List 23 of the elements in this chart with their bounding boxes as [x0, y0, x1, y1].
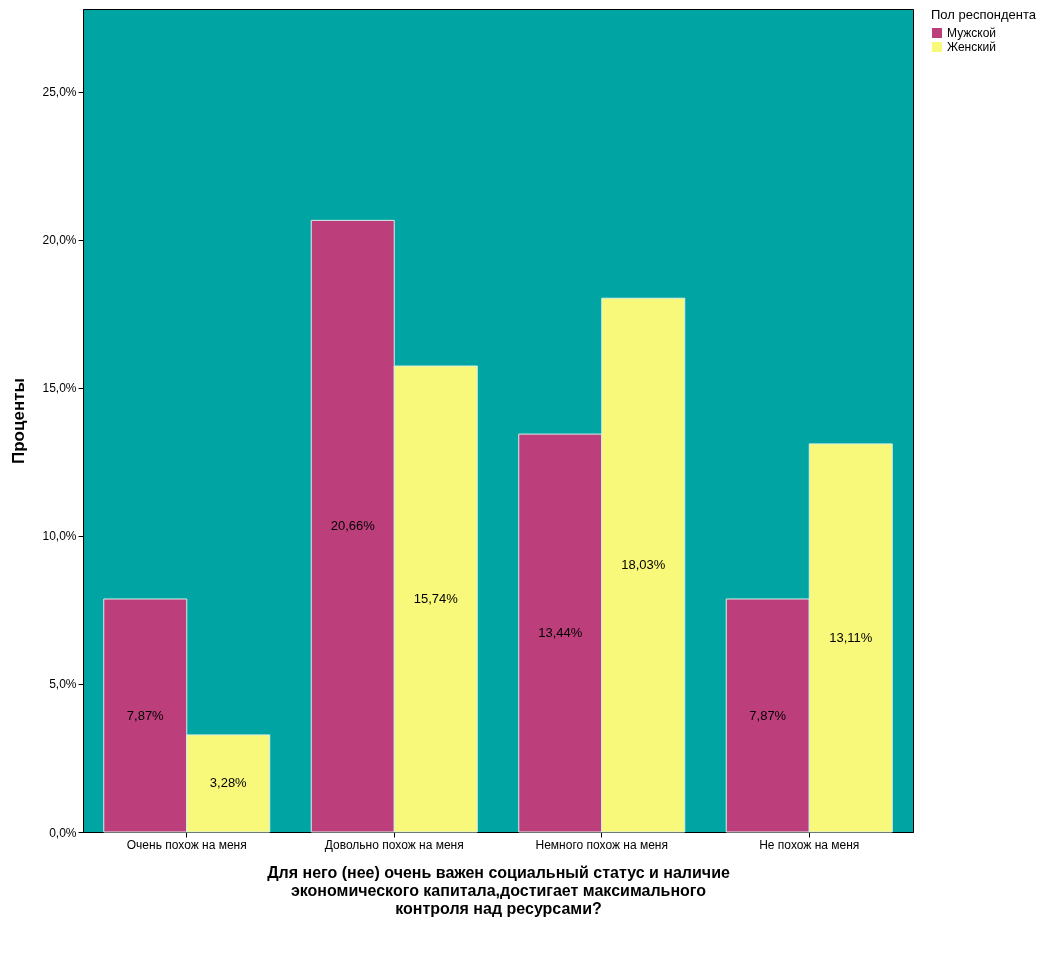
x-tick-label: Довольно похож на меня	[324, 837, 464, 852]
y-axis-title: Проценты	[9, 377, 29, 465]
y-tick-label: 20,0%	[42, 233, 77, 248]
y-tick-label: 5,0%	[49, 677, 77, 692]
data-label: 7,87%	[126, 707, 165, 723]
y-tick-label: 0,0%	[49, 825, 77, 840]
y-tick-label: 25,0%	[42, 85, 77, 100]
x-tick-label: Не похож на меня	[759, 837, 860, 852]
legend-title: Пол респондента	[931, 7, 1037, 22]
data-label: 13,44%	[538, 625, 583, 641]
data-label: 13,11%	[829, 629, 873, 645]
x-axis-title: Для него (нее) очень важен социальный статус и наличие экономического капитала,достигает максимального контроля над ресурсами?	[267, 863, 730, 917]
x-tick-label: Очень похож на меня	[126, 837, 247, 852]
y-tick-label: 10,0%	[42, 529, 77, 544]
data-label: 20,66%	[330, 518, 376, 534]
data-label: 15,74%	[413, 591, 459, 607]
y-tick-label: 15,0%	[42, 381, 77, 396]
data-label: 7,87%	[749, 707, 787, 723]
x-tick-label: Немного похож на меня	[535, 837, 668, 852]
data-label: 3,28%	[209, 775, 248, 791]
data-label: 18,03%	[621, 557, 666, 573]
legend-label: Женский	[947, 40, 996, 54]
legend-label: Мужской	[947, 26, 997, 40]
